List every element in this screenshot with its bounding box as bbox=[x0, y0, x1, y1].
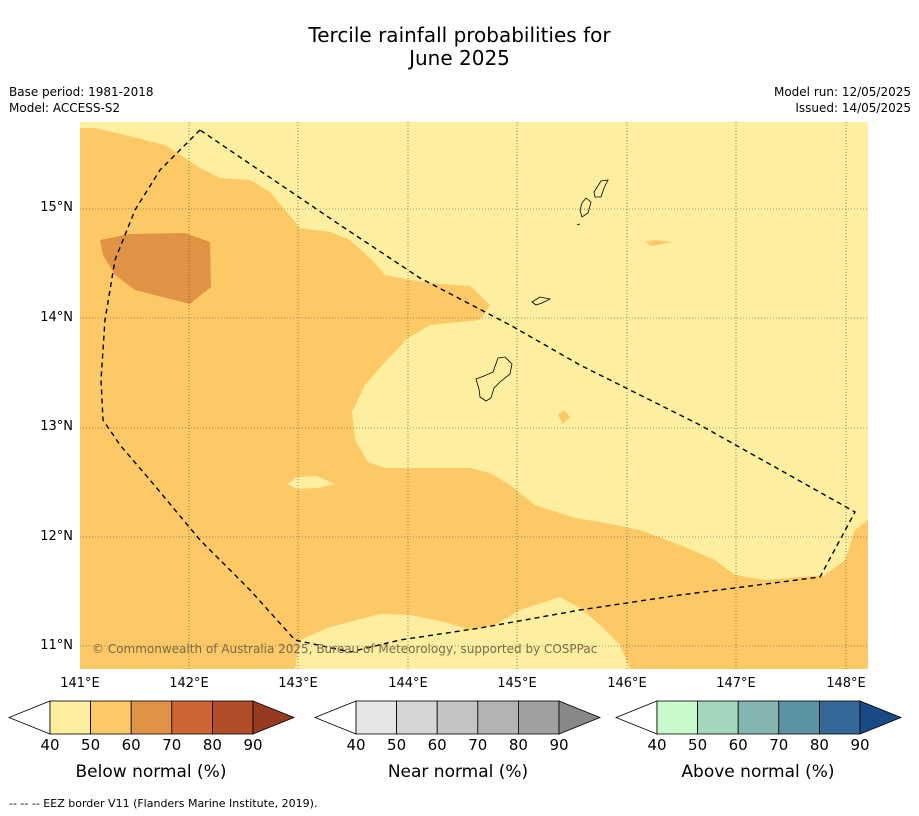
lon-label-143e: 143°E bbox=[278, 676, 318, 691]
island-guam bbox=[475, 356, 513, 402]
island-aguijan bbox=[576, 223, 581, 226]
lat-label-11n: 11°N bbox=[40, 638, 73, 653]
lat-label-12n: 12°N bbox=[40, 529, 73, 544]
lon-label-141e: 141°E bbox=[60, 676, 100, 691]
colorbar-below-tick: 70 bbox=[162, 736, 182, 754]
colorbar-near-tick: 40 bbox=[346, 736, 366, 754]
colorbar-near bbox=[313, 700, 602, 735]
colorbar-below-segment bbox=[90, 700, 132, 735]
map-area: © Commonwealth of Australia 2025, Bureau… bbox=[80, 122, 868, 669]
colorbar-above-extend-low bbox=[614, 700, 658, 735]
colorbar-near-label: Near normal (%) bbox=[387, 762, 529, 782]
lat-label-14n: 14°N bbox=[40, 310, 73, 325]
rain-prob-band-40-50-north bbox=[80, 122, 868, 580]
colorbar-below-label: Below normal (%) bbox=[75, 762, 227, 782]
colorbar-above-tick: 90 bbox=[850, 736, 870, 754]
colorbar-below-extend-low bbox=[7, 700, 51, 735]
eez-border bbox=[100, 129, 856, 653]
island-outlines bbox=[475, 179, 609, 402]
colorbar-above-tick: 60 bbox=[728, 736, 748, 754]
rain-prob-patch-50-60 bbox=[558, 410, 570, 424]
lat-label-15n: 15°N bbox=[40, 200, 73, 215]
lon-label-146e: 146°E bbox=[607, 676, 647, 691]
colorbar-below-tick: 60 bbox=[121, 736, 141, 754]
colorbar-near-extend-low bbox=[313, 700, 357, 735]
colorbar-above-segment bbox=[656, 700, 698, 735]
lon-label-144e: 144°E bbox=[388, 676, 428, 691]
issued-date: Issued: 14/05/2025 bbox=[795, 101, 911, 115]
lon-label-147e: 147°E bbox=[716, 676, 756, 691]
colorbar-near-tick: 50 bbox=[387, 736, 407, 754]
colorbar-below-segment bbox=[130, 700, 173, 735]
footnote: -- -- -- EEZ border V11 (Flanders Marine… bbox=[9, 797, 318, 810]
colorbar-below-segment bbox=[49, 700, 91, 735]
colorbar-above-tick: 50 bbox=[688, 736, 708, 754]
rain-prob-patch-50-60-b bbox=[645, 240, 672, 246]
colorbar-above-segment bbox=[778, 700, 820, 735]
colorbar-below-segment bbox=[211, 700, 254, 735]
colorbar-near-extend-high bbox=[558, 700, 602, 735]
colorbar-near-tick: 60 bbox=[427, 736, 447, 754]
colorbar-below-tick: 80 bbox=[202, 736, 222, 754]
colorbar-above-label: Above normal (%) bbox=[681, 762, 835, 782]
colorbar-above bbox=[614, 700, 903, 735]
map-title-line2: June 2025 bbox=[409, 46, 510, 70]
colorbar-below-tick: 90 bbox=[243, 736, 263, 754]
colorbar-below bbox=[7, 700, 296, 735]
rain-prob-patch-40-50 bbox=[287, 476, 335, 489]
lat-label-13n: 13°N bbox=[40, 419, 73, 434]
colorbar-near-segment bbox=[477, 700, 519, 735]
colorbar-above-tick: 40 bbox=[647, 736, 667, 754]
island-tinian bbox=[579, 197, 592, 218]
colorbar-below-tick: 50 bbox=[81, 736, 101, 754]
lon-label-148e: 148°E bbox=[826, 676, 866, 691]
model-run: Model run: 12/05/2025 bbox=[773, 85, 911, 99]
island-rota bbox=[531, 296, 552, 306]
colorbar-above-segment bbox=[737, 700, 780, 735]
colorbar-near-tick: 90 bbox=[549, 736, 569, 754]
map-title-line1: Tercile rainfall probabilities for bbox=[308, 23, 611, 47]
colorbar-near-segment bbox=[355, 700, 397, 735]
colorbar-below-tick: 40 bbox=[40, 736, 60, 754]
colorbar-below-segment bbox=[171, 700, 213, 735]
rain-prob-band-60-70 bbox=[100, 233, 211, 304]
colorbar-near-segment bbox=[518, 700, 560, 735]
colorbar-above-tick: 80 bbox=[809, 736, 829, 754]
colorbar-above-tick: 70 bbox=[769, 736, 789, 754]
lon-label-145e: 145°E bbox=[497, 676, 537, 691]
colorbar-below-extend-high bbox=[252, 700, 296, 735]
colorbar-above-segment bbox=[819, 700, 861, 735]
graticule bbox=[80, 122, 868, 669]
copyright-text: © Commonwealth of Australia 2025, Bureau… bbox=[92, 642, 597, 656]
model-name: Model: ACCESS-S2 bbox=[9, 101, 121, 115]
colorbar-near-tick: 80 bbox=[508, 736, 528, 754]
lon-label-142e: 142°E bbox=[169, 676, 209, 691]
colorbar-near-segment bbox=[396, 700, 438, 735]
rain-prob-band-40-50-south bbox=[295, 597, 630, 669]
colorbar-near-tick: 70 bbox=[468, 736, 488, 754]
base-period: Base period: 1981-2018 bbox=[9, 85, 154, 99]
colorbar-above-segment bbox=[697, 700, 739, 735]
colorbar-above-extend-high bbox=[859, 700, 903, 735]
island-saipan bbox=[593, 179, 609, 198]
colorbar-near-segment bbox=[436, 700, 479, 735]
